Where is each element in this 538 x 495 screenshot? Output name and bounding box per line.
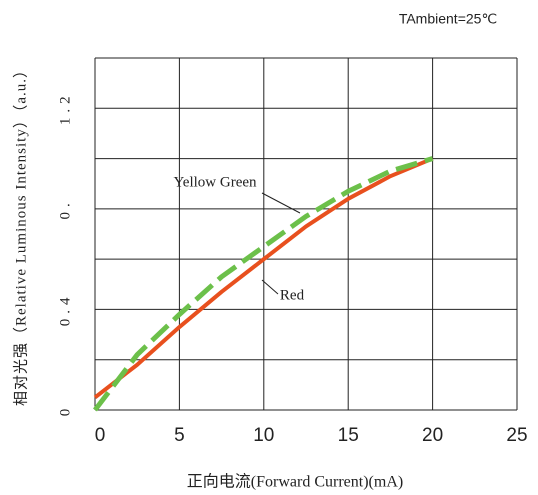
x-tick-label: 0 [95, 425, 106, 446]
series-line [93, 156, 434, 412]
x-tick-label: 25 [506, 425, 527, 446]
y-tick-label: 1.2 [57, 91, 73, 125]
x-tick-label: 15 [338, 425, 359, 446]
y-tick-label: 0 [57, 404, 73, 417]
x-tick-label: 20 [422, 425, 443, 446]
series-label: Red [280, 287, 305, 303]
y-tick-label: 0. [57, 198, 73, 219]
y-tick-label: 0.4 [57, 293, 73, 327]
y-axis-label: 相对光强（Relative Luminous Intensity）（a.u.） [12, 62, 29, 406]
series-line [93, 156, 434, 400]
chart-title: TAmbient=25℃ [399, 11, 497, 27]
x-tick-label: 10 [253, 425, 274, 446]
x-tick-label: 5 [174, 425, 185, 446]
leader-line [261, 192, 301, 214]
leader-line [261, 279, 279, 295]
x-axis-label: 正向电流(Forward Current)(mA) [187, 473, 403, 491]
series-label: Yellow Green [173, 174, 257, 190]
